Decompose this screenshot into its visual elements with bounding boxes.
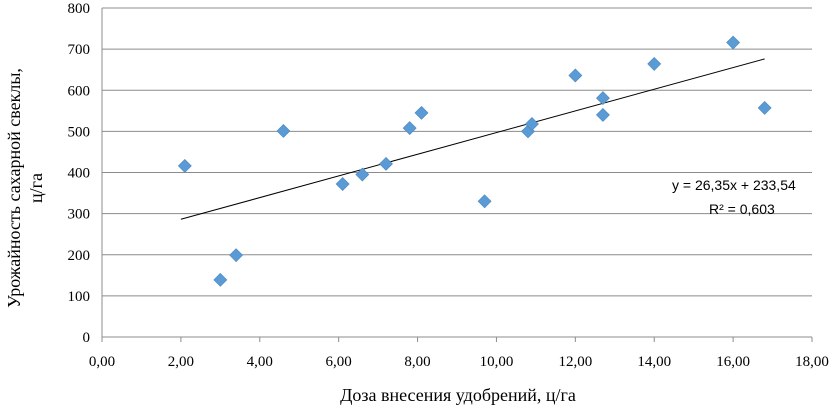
axes (101, 8, 813, 342)
y-tick-label: 100 (68, 289, 91, 305)
data-points (177, 35, 772, 287)
y-tick-label: 200 (68, 248, 91, 264)
trendline-equation: y = 26,35x + 233,54 (672, 177, 796, 193)
x-tick-label: 16,00 (716, 354, 750, 370)
y-axis-title-line-1: Урожайность сахарной свеклы, (4, 68, 24, 308)
x-tick-label: 18,00 (795, 354, 829, 370)
y-tick-label: 600 (68, 83, 91, 99)
y-tick-labels: 0 100 200 300 400 500 600 700 800 (68, 1, 91, 346)
data-point (477, 194, 492, 209)
data-point (379, 156, 393, 171)
trendline-group (180, 58, 765, 220)
data-point (757, 101, 772, 115)
y-tick-label: 800 (68, 1, 91, 17)
data-point (568, 68, 583, 83)
x-tick-label: 6,00 (326, 354, 352, 370)
data-point (647, 57, 662, 71)
trendline-r-squared: R² = 0,603 (709, 201, 775, 217)
x-tick-label: 0,00 (89, 354, 115, 370)
x-tick-label: 10,00 (480, 354, 514, 370)
data-point (596, 91, 610, 105)
y-axis-title-line-2: ц/га (26, 173, 46, 203)
grid-lines (102, 7, 812, 297)
x-tick-label: 4,00 (247, 354, 273, 370)
x-tick-labels: 0,00 2,00 4,00 6,00 8,00 10,00 12,00 14,00 16,00… (89, 354, 829, 370)
data-point (355, 167, 370, 182)
data-point (596, 108, 610, 122)
trendline (180, 58, 765, 220)
data-point (402, 121, 417, 136)
y-tick-label: 0 (83, 330, 91, 346)
y-tick-label: 700 (68, 42, 91, 58)
data-point (525, 117, 539, 131)
data-point (726, 35, 741, 50)
y-axis-title: Урожайность сахарной свеклы, ц/га (4, 68, 46, 308)
x-axis-title: Доза внесения удобрений, ц/га (340, 385, 576, 405)
y-tick-label: 400 (68, 166, 91, 182)
y-tick-label: 500 (68, 124, 91, 140)
data-point (213, 272, 228, 287)
y-tick-label: 300 (68, 207, 91, 223)
x-tick-label: 14,00 (637, 354, 671, 370)
data-point (229, 248, 244, 263)
data-point (414, 105, 429, 120)
x-tick-label: 12,00 (558, 354, 592, 370)
x-tick-label: 2,00 (168, 354, 194, 370)
data-point (276, 124, 291, 138)
data-point (177, 158, 192, 173)
data-point (335, 177, 350, 191)
x-tick-label: 8,00 (404, 354, 430, 370)
